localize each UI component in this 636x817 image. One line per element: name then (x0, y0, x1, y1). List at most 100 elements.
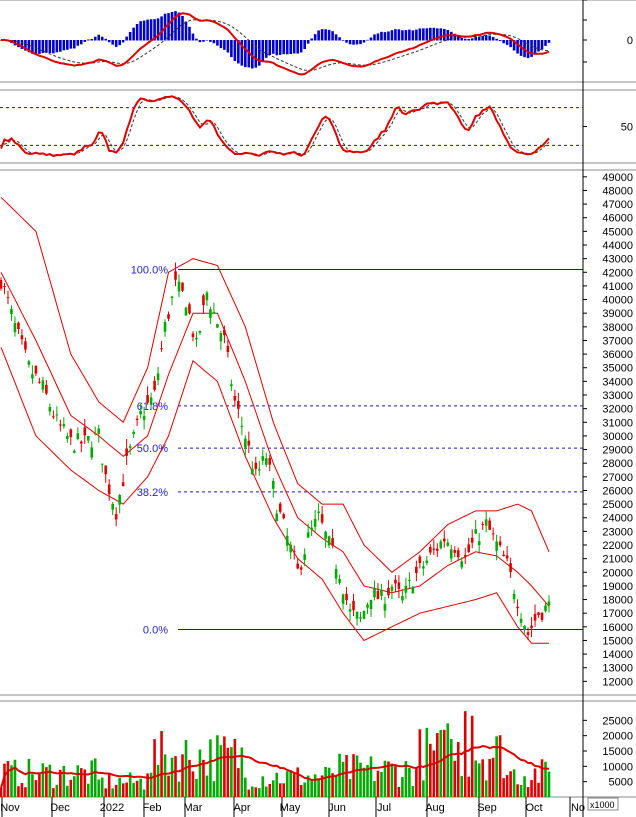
candle-body (418, 556, 422, 564)
month-label: No (571, 802, 585, 814)
candle-body (470, 537, 474, 543)
candle-body (205, 292, 209, 301)
volume-unit-label: x1000 (590, 800, 615, 810)
price-tick-label: 17000 (602, 608, 633, 620)
price-tick-label: 45000 (602, 226, 633, 238)
price-tick-label: 24000 (602, 513, 633, 525)
candle-body (299, 567, 303, 570)
price-tick-label: 25000 (602, 499, 633, 511)
month-label: Nov (0, 802, 20, 814)
candle-body (296, 563, 299, 569)
candle-body (97, 428, 101, 435)
candle-body (352, 600, 355, 611)
candle-body (505, 555, 509, 559)
candle-body (306, 532, 310, 538)
candle-body (184, 307, 188, 316)
candle-body (93, 433, 97, 435)
bollinger-mid-line (0, 272, 550, 607)
price-tick-label: 16000 (602, 622, 633, 634)
candle-body (160, 348, 163, 350)
month-label: Dec (50, 802, 70, 814)
candle-body (439, 541, 443, 549)
candle-body (167, 314, 170, 319)
price-tick-label: 40000 (602, 295, 633, 307)
candle-body (369, 599, 373, 610)
candle-body (540, 612, 544, 620)
candle-body (404, 585, 408, 593)
candle-body (519, 618, 523, 623)
candle-body (38, 381, 41, 383)
candle-body (195, 337, 198, 340)
price-tick-label: 35000 (602, 363, 633, 375)
candle-body (512, 593, 516, 600)
candle-body (292, 551, 296, 553)
candle-body (408, 579, 411, 581)
candle-body (456, 550, 460, 558)
candle-body (484, 519, 488, 526)
candle-body (516, 606, 519, 609)
candle-body (331, 538, 334, 546)
price-tick-label: 39000 (602, 308, 633, 320)
candle-body (324, 531, 327, 539)
stochastic-k-line (0, 95, 550, 158)
volume-tick-label: 15000 (602, 746, 633, 758)
candle-body (530, 625, 533, 629)
candle-body (174, 271, 177, 280)
candle-body (285, 535, 289, 546)
candle-body (436, 548, 439, 551)
fib-label: 0.0% (143, 625, 168, 637)
candle-body (237, 400, 240, 409)
candle-body (355, 611, 359, 619)
candle-body (121, 482, 125, 487)
candle-body (366, 604, 369, 608)
candle-body (20, 335, 24, 340)
candle-body (100, 463, 104, 465)
candle-body (303, 554, 306, 560)
price-tick-label: 48000 (602, 185, 633, 197)
candle-body (282, 514, 286, 519)
candle-body (107, 484, 111, 495)
candle-body (55, 414, 59, 416)
candle-body (17, 322, 20, 329)
candle-body (216, 323, 219, 328)
candle-body (453, 550, 457, 553)
macd-signal-line (1, 19, 550, 71)
candle-body (271, 480, 275, 489)
candle-body (156, 373, 160, 381)
candle-body (257, 469, 261, 471)
candle-body (334, 568, 338, 579)
candle-body (209, 309, 212, 318)
candle-body (59, 424, 62, 426)
candle-body (268, 458, 272, 465)
price-tick-label: 28000 (602, 458, 633, 470)
month-label: Jul (377, 802, 391, 814)
candle-body (31, 374, 34, 379)
candle-body (83, 427, 87, 436)
candle-body (132, 432, 135, 435)
price-tick-label: 13000 (602, 663, 633, 675)
candle-body (202, 295, 205, 306)
price-tick-label: 26000 (602, 485, 633, 497)
price-tick-label: 33000 (602, 390, 633, 402)
candle-body (34, 365, 38, 374)
candle-body (24, 341, 27, 350)
candle-body (10, 308, 13, 315)
candle-body (341, 594, 345, 604)
candle-body (128, 446, 132, 448)
candle-body (376, 590, 380, 600)
candle-body (362, 611, 366, 619)
candle-body (62, 424, 66, 427)
candle-body (104, 465, 108, 475)
candle-body (526, 632, 530, 635)
candle-body (0, 280, 3, 289)
candle-body (219, 333, 223, 342)
price-tick-label: 19000 (602, 581, 633, 593)
price-tick-label: 23000 (602, 526, 633, 538)
volume-tick-label: 5000 (609, 777, 633, 789)
price-tick-label: 12000 (602, 676, 633, 688)
candle-body (460, 561, 464, 568)
candle-body (163, 322, 167, 332)
candle-body (401, 595, 404, 601)
candle-body (251, 468, 254, 475)
